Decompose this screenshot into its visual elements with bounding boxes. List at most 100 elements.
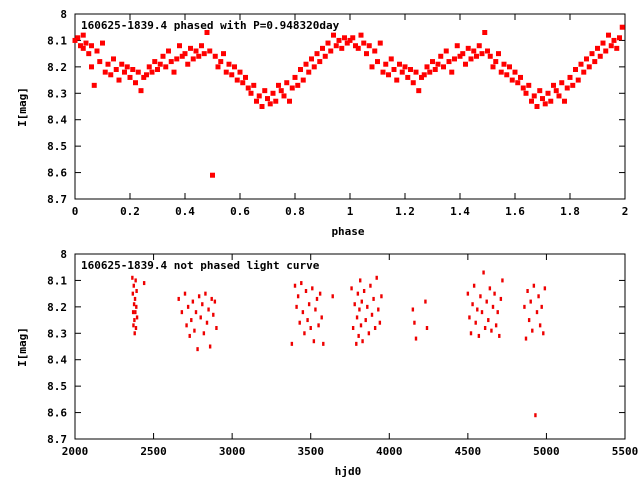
data-point — [133, 296, 137, 301]
data-point — [357, 333, 360, 338]
x-axis-label: hjd0 — [335, 465, 362, 478]
data-point — [317, 59, 323, 65]
x-tick-label: 0.6 — [230, 205, 250, 218]
data-point — [487, 53, 493, 59]
data-point — [361, 40, 367, 46]
y-tick-label: 8.4 — [47, 114, 67, 127]
data-point — [351, 326, 355, 330]
data-point — [347, 37, 353, 43]
data-point — [312, 339, 316, 344]
data-point — [248, 90, 254, 96]
data-point — [606, 32, 611, 38]
data-point — [284, 80, 290, 86]
data-point — [490, 328, 493, 333]
data-point — [408, 67, 413, 72]
data-point — [394, 77, 400, 83]
data-point — [488, 286, 492, 291]
data-point — [174, 56, 180, 62]
data-point — [276, 82, 281, 88]
data-point — [534, 413, 537, 418]
data-point — [208, 344, 212, 349]
data-point — [320, 315, 323, 320]
data-point — [177, 43, 182, 49]
data-point — [188, 45, 193, 51]
data-point — [479, 294, 482, 299]
data-point — [281, 93, 287, 99]
data-point — [474, 53, 479, 59]
data-point — [197, 294, 201, 299]
data-point — [259, 104, 265, 109]
data-point — [372, 48, 378, 54]
data-point — [295, 82, 301, 88]
x-tick-label: 2500 — [140, 445, 167, 458]
data-point — [273, 98, 279, 104]
data-point — [564, 85, 570, 91]
data-point — [534, 104, 540, 109]
y-tick-label: 8.2 — [47, 301, 67, 314]
data-point — [132, 323, 135, 328]
data-point — [355, 45, 361, 51]
data-point — [318, 291, 322, 296]
y-tick-label: 8.5 — [47, 140, 67, 153]
data-point — [378, 320, 382, 325]
data-point — [358, 307, 361, 312]
data-point — [102, 69, 108, 75]
data-point — [218, 59, 224, 65]
data-point — [540, 96, 545, 102]
data-point — [369, 64, 375, 70]
data-point — [124, 64, 130, 70]
data-point — [168, 59, 174, 65]
y-tick-label: 8 — [60, 8, 67, 21]
data-point — [300, 281, 303, 286]
data-point — [204, 291, 207, 296]
x-tick-label: 0.2 — [120, 205, 140, 218]
data-point — [133, 318, 136, 323]
data-point — [213, 299, 217, 304]
data-point — [518, 74, 523, 80]
data-point — [130, 67, 136, 72]
data-point — [240, 80, 246, 86]
data-point — [446, 59, 452, 65]
data-point — [270, 90, 276, 96]
data-point — [410, 80, 416, 86]
data-point — [138, 88, 144, 94]
data-point — [377, 40, 383, 46]
data-point — [131, 291, 135, 296]
data-point — [188, 333, 191, 338]
data-point — [538, 323, 542, 328]
data-point — [132, 302, 136, 307]
data-point — [350, 286, 353, 291]
y-tick-label: 8.2 — [47, 61, 67, 74]
data-point — [438, 53, 444, 59]
data-point — [160, 53, 166, 59]
data-point — [182, 51, 188, 57]
data-point — [435, 61, 441, 67]
data-point — [388, 56, 394, 62]
data-point — [523, 304, 526, 309]
data-point — [307, 302, 311, 307]
data-point — [421, 72, 427, 78]
data-point — [570, 82, 576, 88]
data-point — [608, 43, 614, 49]
data-point — [575, 77, 581, 83]
data-point — [526, 289, 529, 293]
data-point — [309, 326, 312, 330]
data-point — [485, 299, 488, 304]
data-point — [290, 341, 294, 346]
data-point — [72, 37, 78, 43]
data-point — [471, 302, 474, 307]
data-point — [355, 341, 358, 346]
data-point — [303, 331, 306, 336]
data-point — [223, 69, 229, 75]
data-point — [144, 72, 149, 78]
data-point — [369, 283, 372, 288]
data-point — [586, 64, 592, 70]
data-point — [201, 51, 207, 57]
data-point — [155, 67, 160, 72]
data-point — [191, 299, 195, 304]
data-point — [479, 51, 485, 57]
data-point — [298, 320, 301, 325]
data-point — [221, 51, 226, 57]
data-point — [360, 299, 363, 304]
